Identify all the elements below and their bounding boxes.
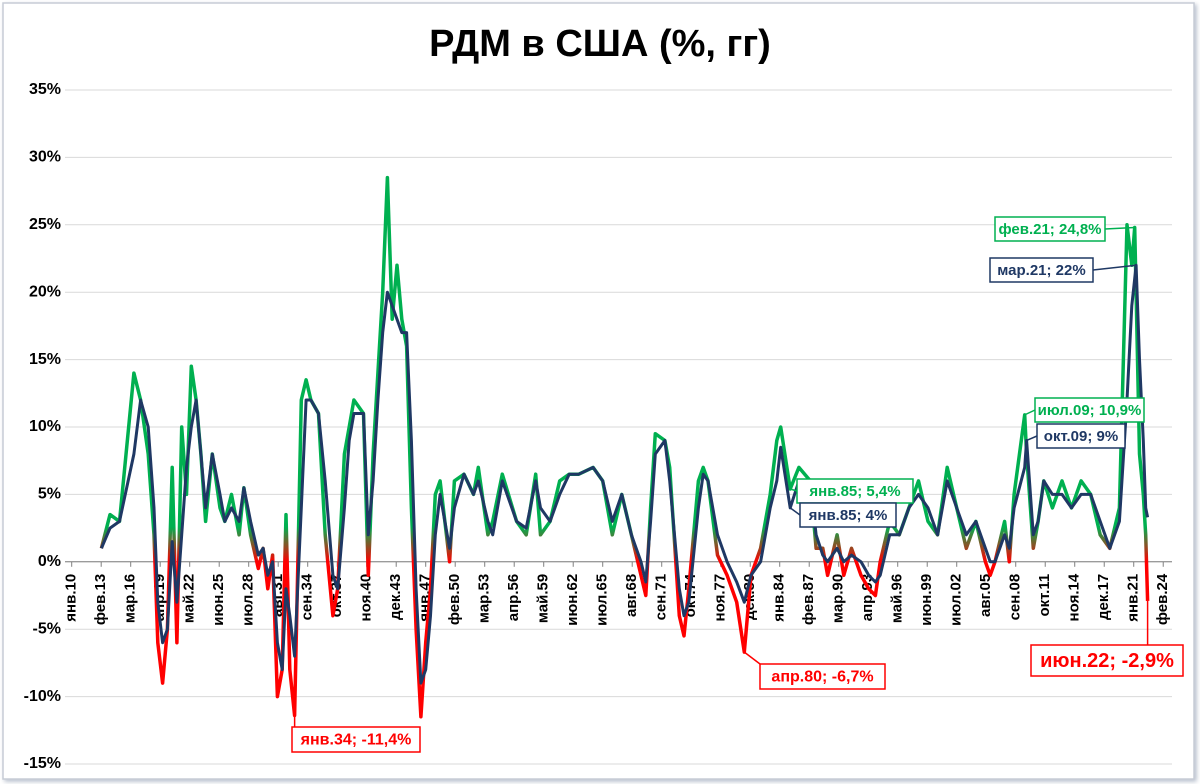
y-tick-label: 0% [38,553,61,570]
x-tick-label: дек.17 [1095,574,1112,620]
y-tick-label: -15% [24,755,61,772]
annotation-label: июн.22; -2,9% [1040,650,1174,672]
y-tick-label: -10% [24,688,61,705]
annotation: июл.09; 10,9% [1024,397,1145,423]
x-tick-label: янв.21 [1125,574,1142,622]
y-tick-label: 5% [38,486,61,503]
annotation: фев.21; 24,8% [994,216,1135,242]
y-tick-label: 35% [29,81,61,98]
y-tick-label: -5% [33,620,61,637]
annotation: янв.34; -11,4% [291,715,421,753]
chart-title: РДМ в США (%, гг) [429,23,771,65]
annotation-leader [1026,435,1038,442]
x-tick-label: фев.87 [800,574,817,625]
annotation-label: июл.09; 10,9% [1038,402,1142,419]
annotation-leader [789,507,801,516]
y-tick-label: 20% [29,283,61,300]
annotation: мар.21; 22% [989,257,1137,283]
x-tick-label: авг.05 [977,574,994,617]
annotation-box [989,257,1094,283]
annotation: апр.80; -6,7% [743,651,886,690]
x-tick-label: янв.84 [771,573,788,622]
annotation-label: янв.85; 5,4% [809,483,900,500]
x-tick-label: апр.93 [859,574,876,621]
annotation-leader [1024,409,1036,416]
series-line [100,263,1150,685]
annotation-label: окт.09; 9% [1044,428,1118,445]
annotation-label: фев.21; 24,8% [998,221,1101,238]
annotation-label: мар.21; 22% [997,262,1085,279]
x-tick-label: фев.13 [92,574,109,625]
x-tick-label: дек.43 [387,574,404,620]
x-tick-label: мар.53 [476,574,493,623]
x-tick-label: июн.99 [918,574,935,626]
y-tick-label: 25% [29,216,61,233]
x-tick-label: ноя.40 [358,574,375,622]
annotation-label: янв.85; 4% [809,507,888,524]
x-tick-label: янв.10 [63,574,80,622]
x-tick-label: фев.24 [1154,573,1171,625]
annotation-box [1030,644,1184,677]
annotation-leader [1104,226,1135,230]
x-tick-label: ноя.14 [1066,573,1083,621]
x-tick-label: ноя.77 [712,574,729,622]
x-tick-label: фев.50 [446,574,463,625]
annotation-leader [743,651,761,665]
y-tick-label: 15% [29,351,61,368]
x-tick-label: апр.56 [505,574,522,621]
annotation-leader [1092,264,1137,271]
x-tick-label: сен.71 [653,574,670,621]
x-tick-label: июл.02 [948,574,965,626]
annotation-label: янв.34; -11,4% [300,732,412,749]
x-tick-label: июл.65 [594,574,611,626]
x-tick-label: июн.62 [564,574,581,626]
x-tick-label: июл.28 [240,574,257,626]
x-tick-label: сен.08 [1007,574,1024,621]
annotation-label: апр.80; -6,7% [771,669,873,686]
x-tick-label: мар.16 [122,574,139,623]
y-tick-label: 30% [29,149,61,166]
annotation: июн.22; -2,9% [1030,600,1184,677]
x-tick-label: май.96 [889,574,906,623]
x-tick-label: окт.11 [1036,574,1053,617]
x-tick-label: июн.25 [210,574,227,626]
x-tick-label: авг.68 [623,574,640,617]
x-tick-label: май.22 [181,574,198,623]
annotation-box [799,502,897,528]
annotation: янв.85; 5,4% [790,478,914,504]
x-tick-label: мар.90 [830,574,847,623]
annotation: окт.09; 9% [1026,423,1126,449]
annotation-box [1036,423,1126,449]
annotation-box [759,663,886,690]
annotation: янв.85; 4% [789,502,897,528]
y-tick-label: 10% [29,418,61,435]
x-tick-label: май.59 [535,574,552,623]
annotation-box [291,726,421,753]
x-tick-label: сен.34 [299,573,316,620]
annotation-leader [790,488,798,492]
annotation-box [1034,397,1145,423]
annotation-box [994,216,1106,242]
